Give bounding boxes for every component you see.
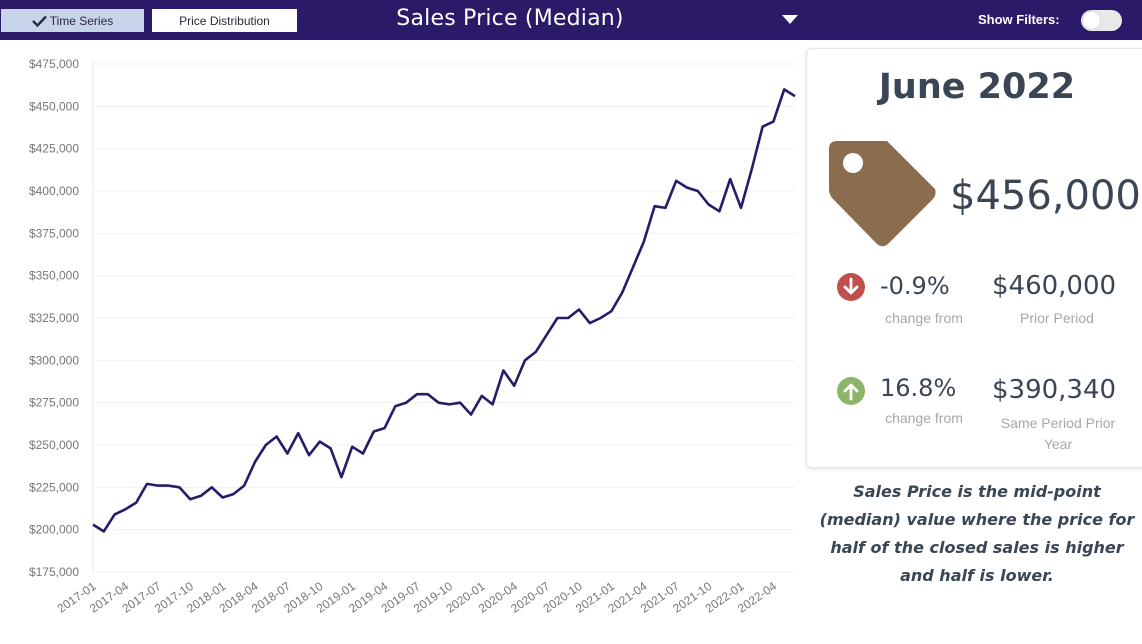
y-tick-label: $250,000 — [29, 438, 79, 452]
y-tick-label: $200,000 — [29, 523, 79, 537]
y-tick-label: $175,000 — [29, 565, 79, 579]
chevron-down-icon[interactable] — [782, 15, 798, 24]
y-tick-label: $350,000 — [29, 269, 79, 283]
year-change-pct: 16.8% — [880, 374, 957, 402]
header-bar: Time Series Price Distribution Sales Pri… — [0, 0, 1142, 40]
y-tick-label: $325,000 — [29, 311, 79, 325]
same-period-prior-year-label: Same Period Prior Year — [1000, 415, 1116, 452]
tab-price-distribution[interactable]: Price Distribution — [152, 9, 297, 32]
y-tick-label: $225,000 — [29, 480, 79, 494]
checkmark-icon — [31, 15, 47, 27]
arrow-down-circle-icon — [837, 273, 865, 301]
price-tag-icon — [829, 141, 936, 247]
tab-price-distribution-label: Price Distribution — [179, 13, 270, 28]
prior-period-value: $460,000 — [992, 271, 1117, 301]
y-tick-label: $475,000 — [29, 57, 79, 71]
year-change-label: change from — [885, 410, 963, 426]
arrow-up-circle-icon — [837, 377, 865, 405]
kpi-card: June 2022 $456,000 -0.9% change from $46… — [806, 48, 1142, 468]
median-explanation-note: Sales Price is the mid-point (median) va… — [819, 482, 1135, 585]
median-price-value: $456,000 — [950, 173, 1141, 219]
y-tick-label: $425,000 — [29, 142, 79, 156]
prior-period-label: Prior Period — [1020, 310, 1094, 326]
same-period-prior-year-value: $390,340 — [992, 375, 1117, 405]
y-tick-label: $375,000 — [29, 226, 79, 240]
sales-price-line-chart: $175,000 $200,000 $225,000 $250,000 $275,000… — [29, 57, 796, 616]
tab-time-series-label: Time Series — [49, 13, 114, 28]
y-tick-label: $450,000 — [29, 99, 79, 113]
prior-change-label: change from — [885, 310, 963, 326]
period-month: June 2022 — [878, 67, 1076, 107]
show-filters-toggle[interactable] — [1081, 10, 1122, 31]
prior-change-pct: -0.9% — [880, 272, 950, 300]
series-line — [92, 88, 796, 533]
show-filters-label: Show Filters: — [978, 12, 1060, 27]
toggle-knob — [1083, 12, 1100, 29]
page-title: Sales Price (Median) — [396, 6, 624, 31]
y-tick-label: $300,000 — [29, 353, 79, 367]
tab-time-series[interactable]: Time Series — [1, 9, 144, 32]
y-tick-label: $275,000 — [29, 396, 79, 410]
y-tick-label: $400,000 — [29, 184, 79, 198]
